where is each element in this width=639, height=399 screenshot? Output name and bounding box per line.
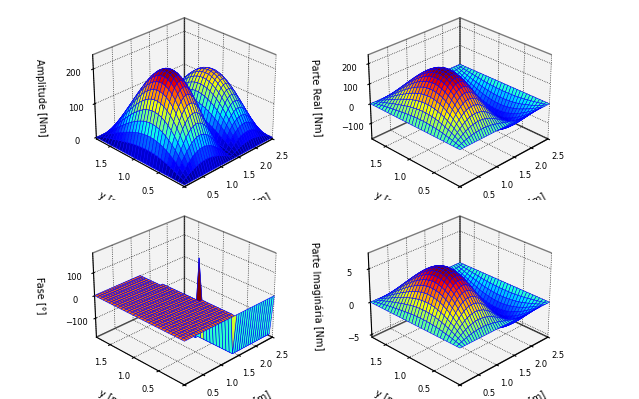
X-axis label: x [m]: x [m] <box>244 190 272 212</box>
Y-axis label: y [m]: y [m] <box>97 389 125 399</box>
Y-axis label: y [m]: y [m] <box>373 389 400 399</box>
X-axis label: x [m]: x [m] <box>520 389 547 399</box>
X-axis label: x [m]: x [m] <box>244 389 272 399</box>
X-axis label: x [m]: x [m] <box>520 190 547 212</box>
Y-axis label: y [m]: y [m] <box>373 190 400 212</box>
Y-axis label: y [m]: y [m] <box>97 190 125 212</box>
